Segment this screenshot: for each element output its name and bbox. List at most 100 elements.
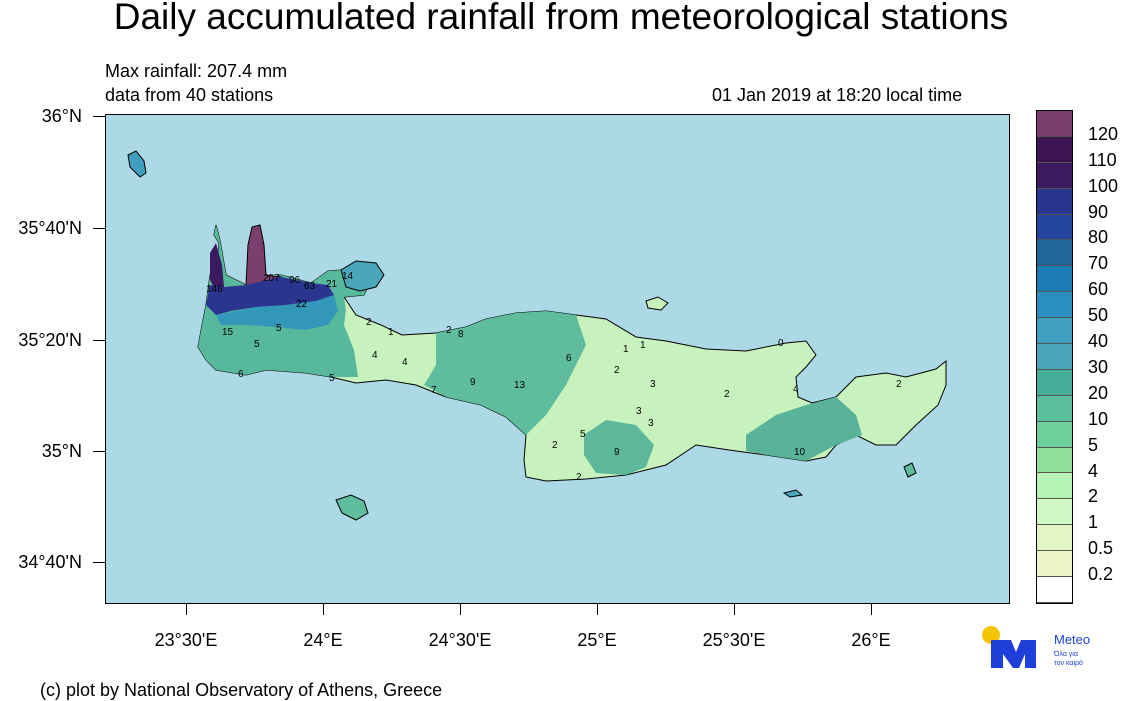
station-value: 10 [794,447,806,458]
station-value: 3 [650,379,656,390]
station-value: 3 [636,406,642,417]
colorbar-segment [1037,525,1072,552]
logo-tagline-2: τον καιρό [1054,659,1083,667]
colorbar-segment [1037,292,1072,319]
station-values: 207 96 63 21 14 146 22 2 1 15 5 5 6 4 4 … [206,271,902,483]
colorbar-label: 60 [1088,279,1109,300]
x-axis-label: 24°30'E [428,630,492,650]
station-value: 22 [296,299,308,310]
station-value: 2 [576,472,582,483]
chania-moderate-zone [216,295,338,330]
northwest-islet [127,150,147,178]
colorbar-label: 50 [1088,305,1109,326]
colorbar-segment [1037,395,1072,422]
dia-island [645,296,669,311]
colorbar-segment [1037,266,1072,293]
x-tick [871,603,872,615]
colorbar-label: 4 [1088,460,1099,481]
colorbar-segment [1037,369,1072,396]
station-value: 9 [470,377,476,388]
y-axis-label: 35°N [41,441,82,461]
logo-tagline-1: Όλα για [1053,651,1078,658]
meteo-logo: Meteo Όλα για τον καιρό [981,626,1101,671]
x-tick [734,603,735,615]
y-tick [93,451,105,452]
colorbar-label: 0.2 [1088,564,1114,585]
station-value: 4 [402,357,408,368]
datetime-label: 01 Jan 2019 at 18:20 local time [712,85,963,105]
colorbar-segment [1037,214,1072,241]
colorbar-label: 0.5 [1088,538,1114,559]
y-tick [93,116,105,117]
colorbar-segment [1037,111,1072,137]
colorbar-segment [1037,551,1072,578]
colorbar-label: 10 [1088,408,1109,429]
station-value: 5 [254,339,260,350]
station-value: 15 [222,327,234,338]
station-value: 5 [329,373,335,384]
map-title: Daily accumulated rainfall from meteorol… [113,0,1009,37]
station-value: 5 [276,323,282,334]
crete-rainfall-svg: 207 96 63 21 14 146 22 2 1 15 5 5 6 4 4 … [127,150,947,521]
station-value: 2 [552,440,558,451]
station-value: 5 [580,429,586,440]
east-rain-zone [746,397,862,461]
gramvousa-peninsula [210,243,224,295]
station-value: 0 [778,338,784,349]
max-rainfall-label: Max rainfall: 207.4 mm [105,61,288,81]
colorbar-label: 2 [1088,486,1099,507]
chrysi-island [782,489,804,498]
sun-icon [982,626,1000,644]
colorbar-segment [1037,421,1072,448]
station-value: 2 [614,365,620,376]
colorbar-segment [1037,318,1072,345]
colorbar [1036,110,1073,604]
colorbar-segment [1037,162,1072,189]
colorbar-label: 120 [1088,123,1119,144]
x-tick [186,603,187,615]
colorbar-segment [1037,240,1072,267]
m-mark-icon [991,640,1036,668]
y-axis-label: 35°20'N [18,330,82,350]
colorbar-label: 20 [1088,382,1109,403]
meteo-logo-mark: Meteo Όλα για τον καιρό [982,626,1090,668]
chania-heavy-zone [206,277,334,315]
y-tick [93,228,105,229]
station-value: 8 [458,329,464,340]
station-value: 13 [514,380,526,391]
mid-rain-zone [424,311,586,435]
south-rain-zone [584,420,654,475]
station-value: 6 [238,369,244,380]
colorbar-segment [1037,473,1072,500]
y-tick [93,340,105,341]
station-value: 1 [388,327,394,338]
x-axis-label: 25°30'E [702,630,766,650]
y-axis-label: 36°N [41,106,82,126]
colorbar-label: 110 [1088,149,1117,170]
y-axis-label: 34°40'N [18,552,82,572]
colorbar-label: 1 [1088,512,1099,533]
colorbar-label: 30 [1088,356,1109,377]
logo-name: Meteo [1054,632,1090,647]
colorbar-label: 80 [1088,227,1109,248]
akrotiri-peninsula [340,260,385,292]
x-axis-label: 26°E [851,630,891,650]
station-value: 96 [289,275,301,286]
gavdos-island [335,494,369,521]
colorbar-label: 100 [1088,175,1119,196]
station-value: 3 [648,418,654,429]
station-value: 1 [623,344,629,355]
y-tick [93,562,105,563]
colorbar-segment [1037,499,1072,526]
x-tick [323,603,324,615]
koufonisi-island [903,462,917,478]
x-tick [460,603,461,615]
colorbar-label: 40 [1088,331,1109,352]
colorbar-label: 90 [1088,201,1109,222]
credit-text: (c) plot by National Observatory of Athe… [40,680,443,700]
x-axis-label: 24°E [303,630,343,650]
colorbar-segment [1037,188,1072,215]
station-value: 7 [431,385,437,396]
colorbar-segment [1037,136,1072,163]
station-value: 21 [326,279,338,290]
